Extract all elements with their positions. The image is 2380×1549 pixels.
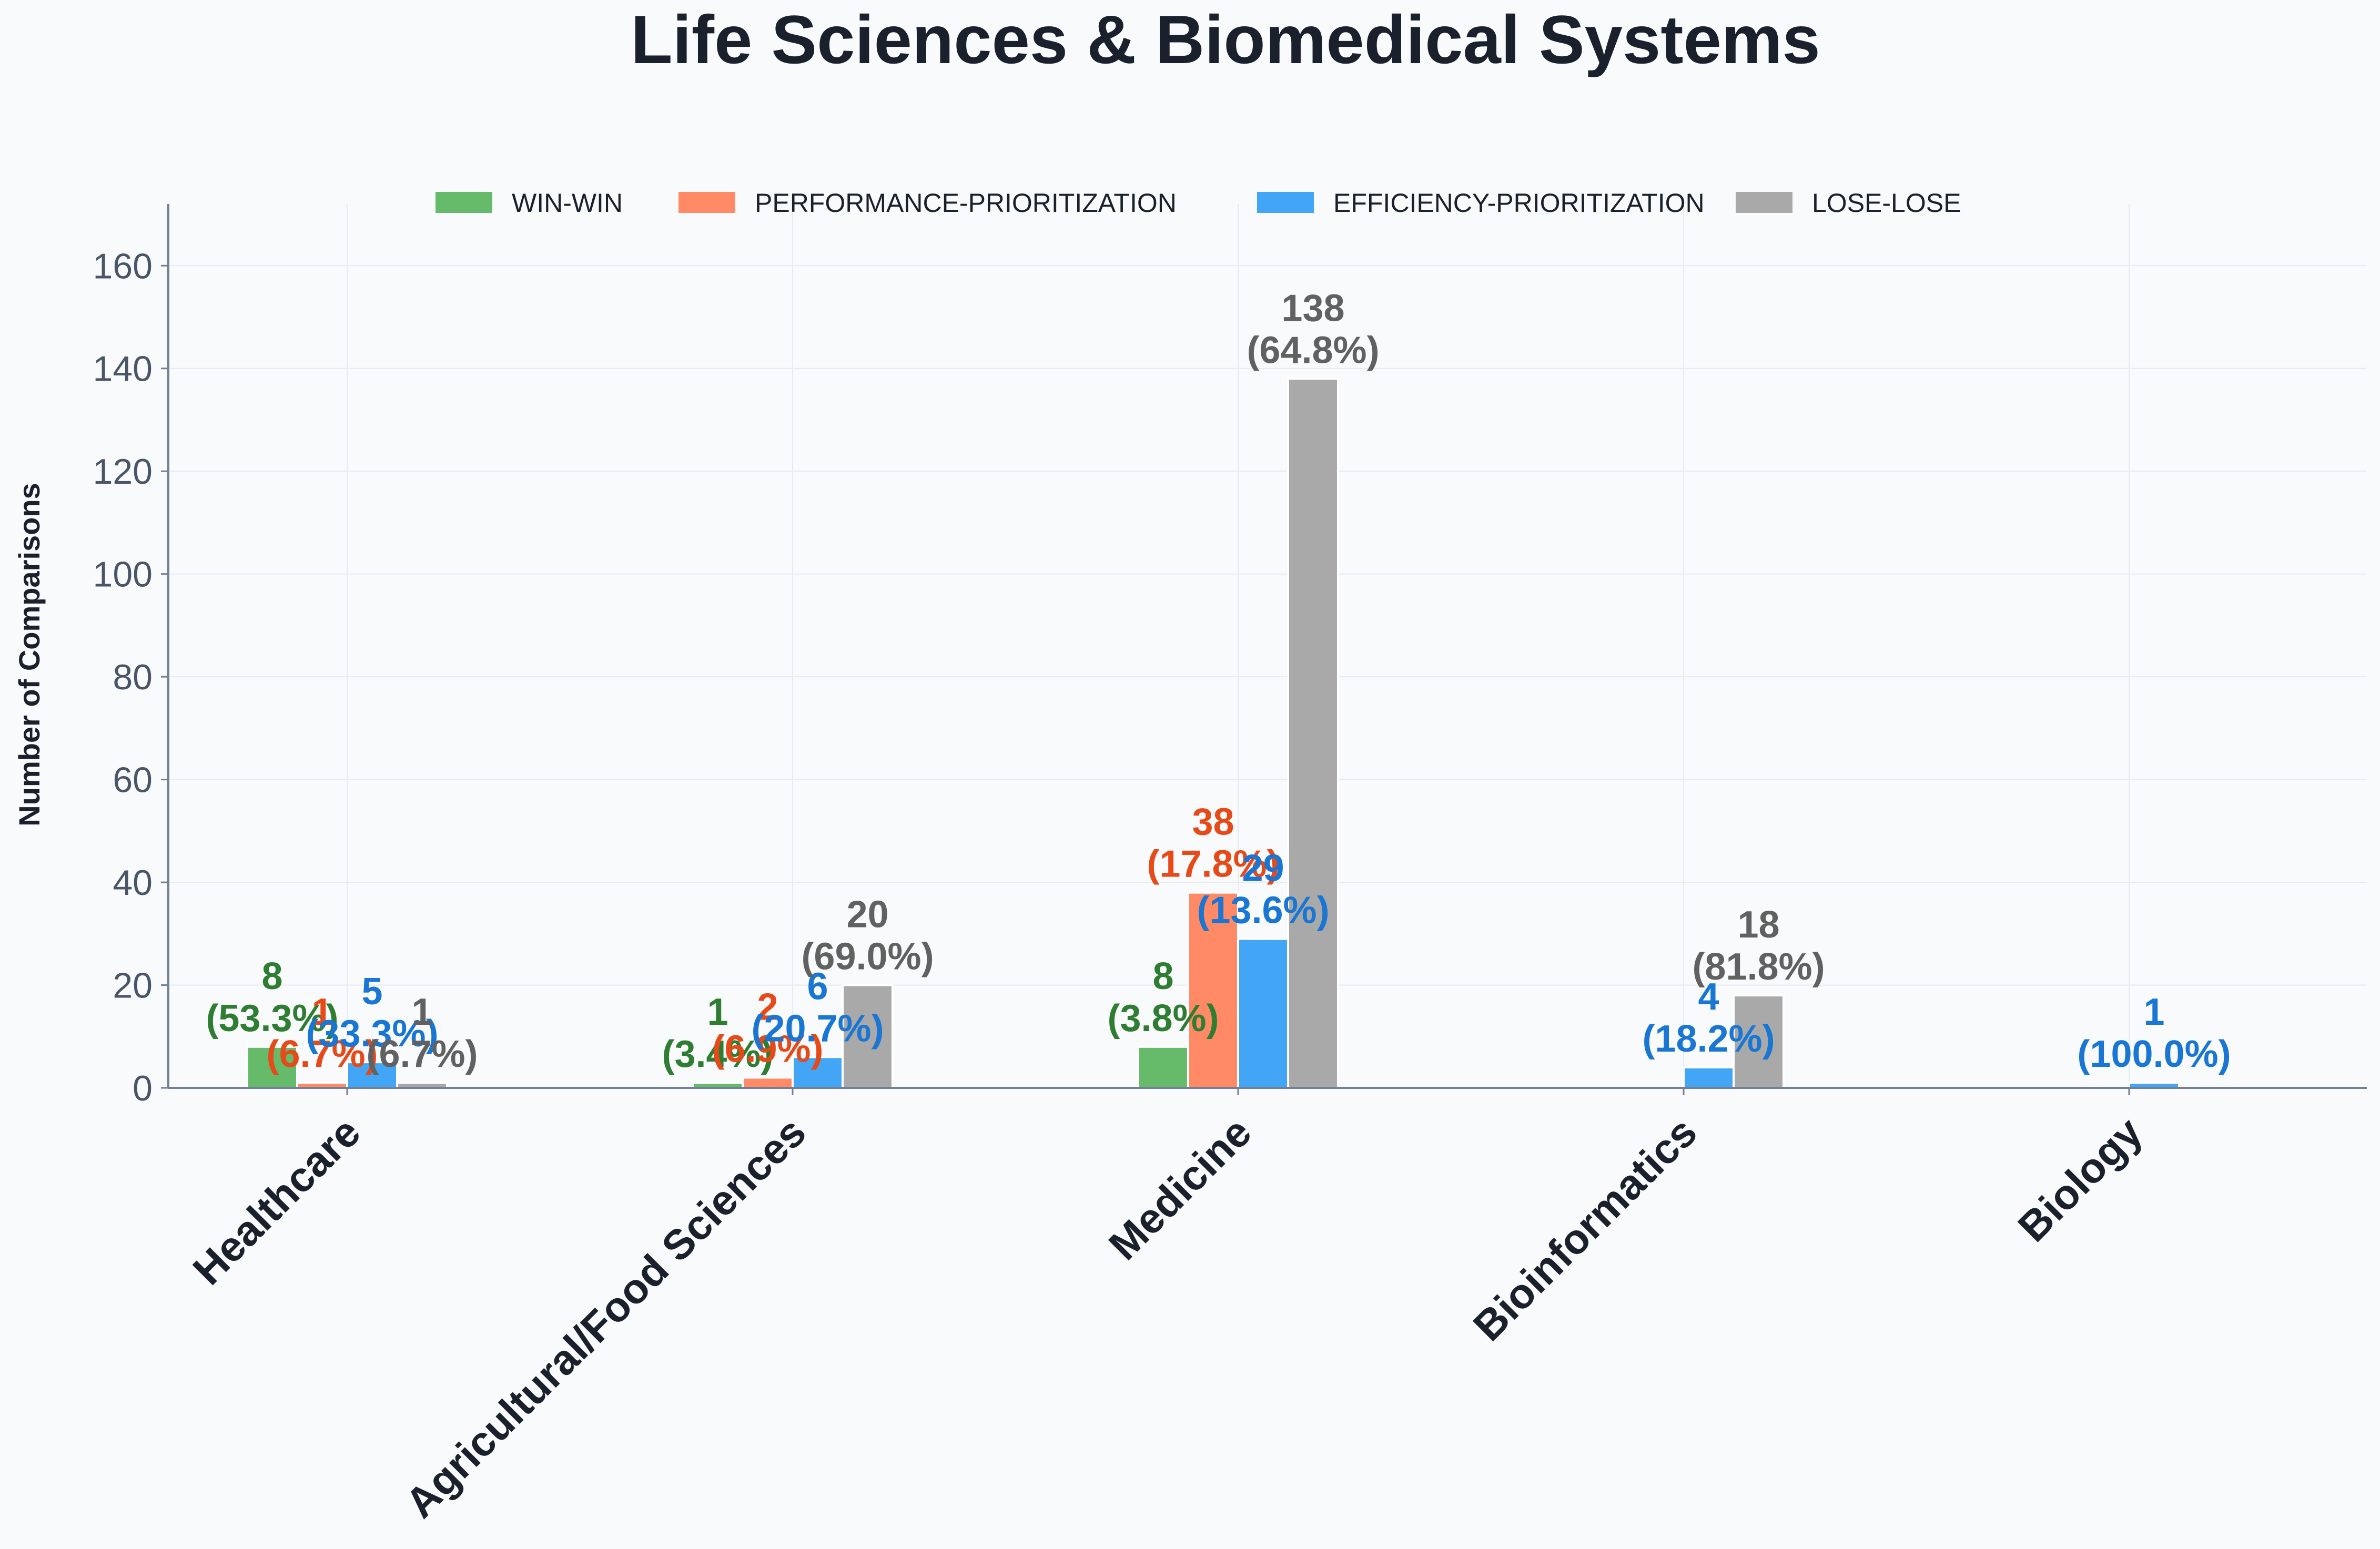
- data-label-value: 29: [1242, 848, 1284, 890]
- data-label-percent: (6.9%): [712, 1028, 823, 1070]
- y-tick-label: 60: [113, 760, 153, 800]
- data-label-value: 8: [1152, 955, 1173, 997]
- data-label-percent: (100.0%): [2077, 1033, 2231, 1075]
- data-label-value: 6: [807, 965, 828, 1007]
- legend-swatch: [436, 192, 492, 213]
- y-axis-label: Number of Comparisons: [13, 483, 46, 826]
- y-tick-label: 40: [113, 863, 153, 903]
- data-label-percent: (64.8%): [1247, 329, 1379, 371]
- data-label-value: 5: [361, 971, 382, 1013]
- bar: [792, 1056, 844, 1089]
- data-label-percent: (17.8%): [1147, 843, 1279, 885]
- data-label-value: 138: [1281, 287, 1344, 329]
- bar: [1237, 937, 1289, 1089]
- bar: [1287, 378, 1339, 1089]
- data-label-value: 1: [2143, 991, 2164, 1033]
- y-tick-label: 140: [93, 349, 153, 389]
- legend-swatch: [1736, 192, 1792, 213]
- data-label-value: 1: [411, 991, 432, 1033]
- data-label-percent: (53.3%): [206, 997, 338, 1040]
- y-tick-label: 100: [93, 555, 153, 595]
- legend-label: LOSE-LOSE: [1812, 188, 1961, 218]
- y-tick-label: 80: [113, 657, 153, 697]
- data-label-value: 2: [757, 986, 778, 1028]
- legend: WIN-WIN PERFORMANCE-PRIORITIZATION EFFICIE…: [436, 188, 1961, 218]
- bar: [742, 1076, 794, 1089]
- axes: [161, 204, 2367, 1095]
- chart-title: Life Sciences & Biomedical Systems: [631, 1, 1820, 78]
- data-label-value: 18: [1737, 904, 1779, 946]
- legend-label: PERFORMANCE-PRIORITIZATION: [755, 188, 1177, 218]
- data-label-percent: (3.8%): [1107, 997, 1219, 1040]
- data-label-percent: (6.7%): [366, 1033, 478, 1075]
- data-label-percent: (6.7%): [266, 1033, 378, 1075]
- legend-swatch: [1257, 192, 1314, 213]
- legend-label: WIN-WIN: [512, 188, 623, 218]
- data-label-value: 20: [846, 894, 888, 936]
- x-tick-label: Biology: [2009, 1108, 2152, 1251]
- y-tick-label: 120: [93, 452, 153, 492]
- data-label-value: 1: [311, 991, 332, 1033]
- data-label-percent: (81.8%): [1692, 946, 1825, 988]
- data-label-value: 38: [1192, 801, 1234, 843]
- x-tick-label: Bioinformatics: [1464, 1108, 1706, 1350]
- data-labels: 8(53.3%) 1(3.4%)8(3.8%)1(6.7%)2(6.9%)38(1…: [206, 287, 2231, 1075]
- data-label-percent: (20.7%): [751, 1007, 884, 1049]
- data-label-percent: (3.4%): [662, 1033, 773, 1075]
- bar: [1683, 1066, 1735, 1089]
- legend-label: EFFICIENCY-PRIORITIZATION: [1333, 188, 1705, 218]
- bar: [842, 984, 894, 1089]
- data-label-percent: (18.2%): [1642, 1018, 1775, 1060]
- y-tick-label: 160: [93, 246, 153, 286]
- x-tick-label: Medicine: [1100, 1108, 1260, 1269]
- data-label-value: 1: [707, 991, 728, 1033]
- y-tick-label: 20: [113, 966, 153, 1006]
- x-tick-label: Healthcare: [184, 1108, 369, 1293]
- data-label-percent: (13.6%): [1197, 890, 1329, 932]
- data-label-value: 4: [1698, 976, 1719, 1018]
- legend-swatch: [678, 192, 735, 213]
- data-label-value: 8: [261, 955, 282, 997]
- x-tick-label: Agricultural/Food Sciences: [397, 1108, 815, 1526]
- bars: [246, 378, 2180, 1089]
- y-tick-label: 0: [133, 1068, 153, 1108]
- data-label-percent: (33.3%): [306, 1013, 438, 1055]
- data-label-percent: (69.0%): [801, 936, 934, 978]
- bar: [1187, 891, 1239, 1089]
- bar: [1137, 1045, 1189, 1089]
